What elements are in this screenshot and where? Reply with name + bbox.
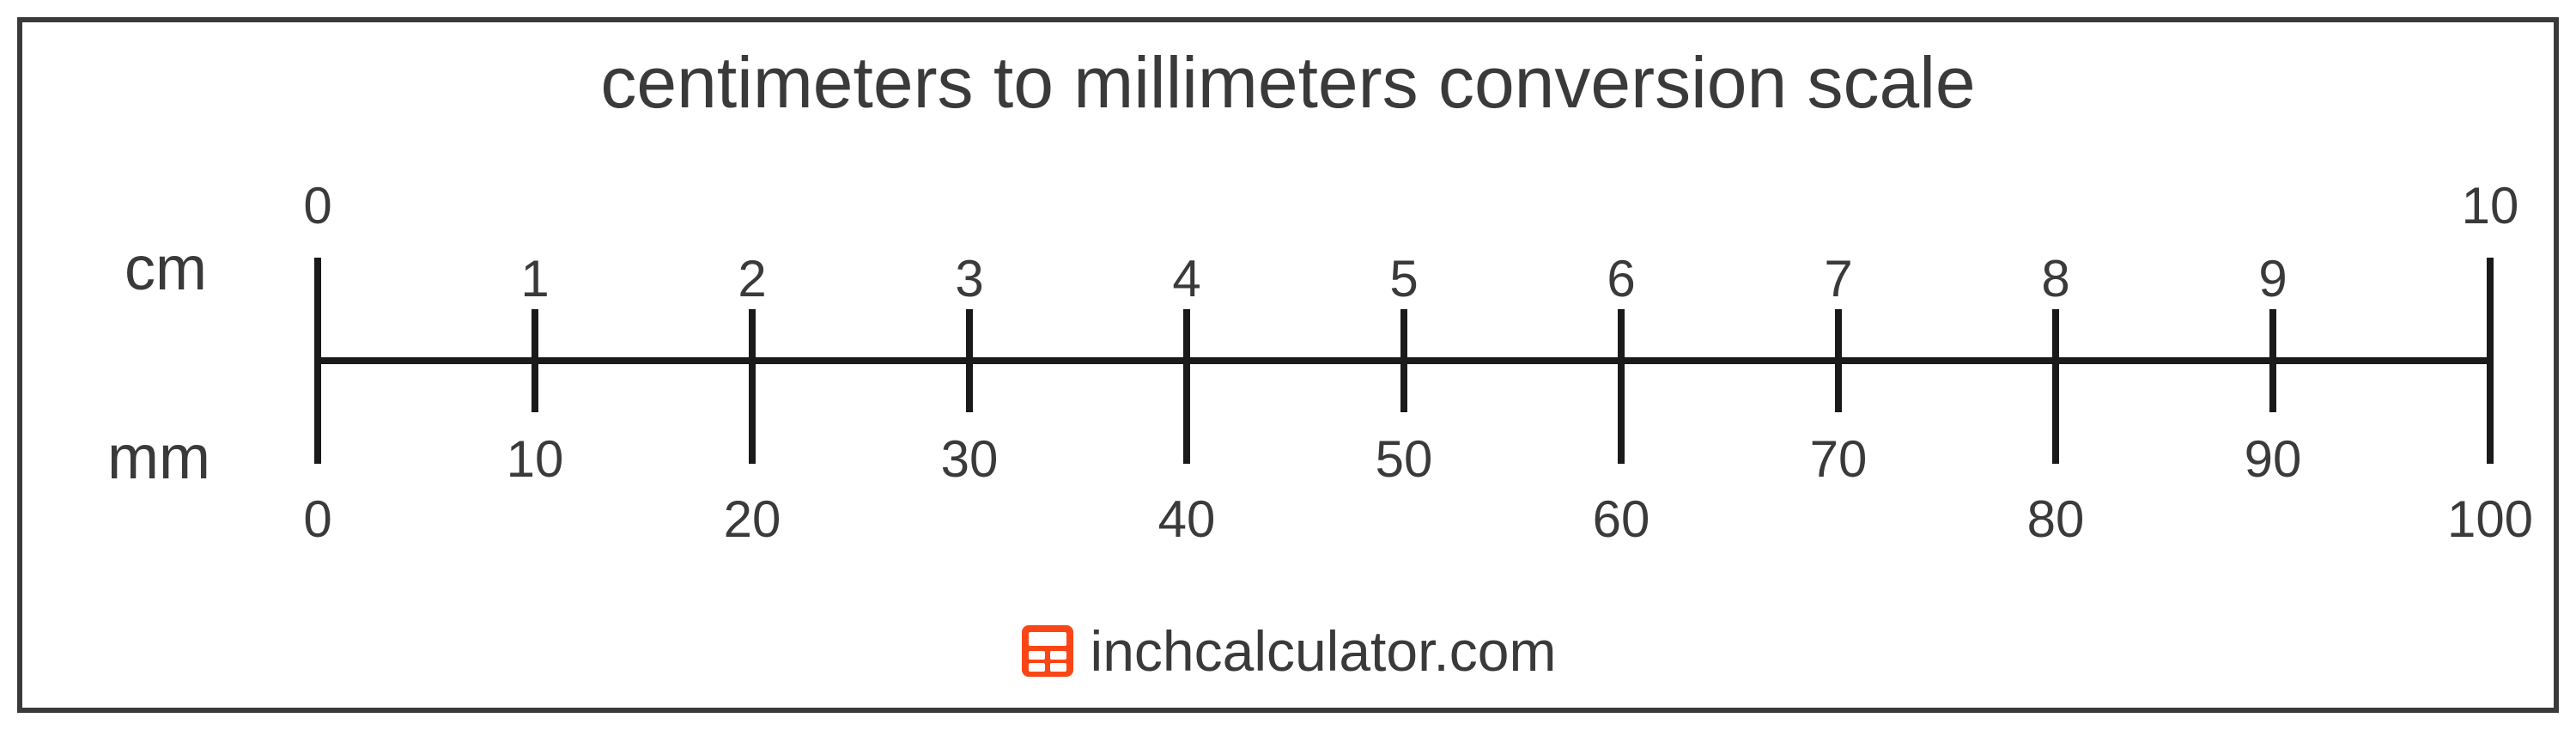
mm-tick-label: 10 — [507, 429, 564, 489]
cm-tick-label: 0 — [303, 176, 331, 235]
mm-tick-label: 50 — [1376, 429, 1433, 489]
mm-tick-label: 100 — [2447, 490, 2533, 549]
mm-tick-label: 70 — [1810, 429, 1868, 489]
cm-tick-label: 2 — [738, 249, 766, 308]
cm-tick-label: 5 — [1389, 249, 1418, 308]
mm-tick-label: 0 — [303, 490, 331, 549]
footer: inchcalculator.com — [0, 618, 2576, 684]
mm-tick-label: 30 — [941, 429, 999, 489]
cm-tick-label: 7 — [1824, 249, 1852, 308]
cm-tick-label: 1 — [520, 249, 549, 308]
mm-tick-label: 60 — [1593, 490, 1650, 549]
cm-tick-label: 9 — [2258, 249, 2287, 308]
cm-tick-label: 6 — [1607, 249, 1635, 308]
cm-tick-label: 8 — [2041, 249, 2069, 308]
calculator-icon — [1020, 624, 1075, 678]
cm-tick-label: 3 — [955, 249, 983, 308]
mm-tick-label: 20 — [724, 490, 781, 549]
cm-tick-label: 10 — [2462, 176, 2519, 235]
mm-tick-label: 40 — [1158, 490, 1216, 549]
mm-tick-label: 80 — [2027, 490, 2085, 549]
cm-tick-label: 4 — [1172, 249, 1200, 308]
mm-tick-label: 90 — [2245, 429, 2302, 489]
footer-text: inchcalculator.com — [1091, 618, 1557, 684]
